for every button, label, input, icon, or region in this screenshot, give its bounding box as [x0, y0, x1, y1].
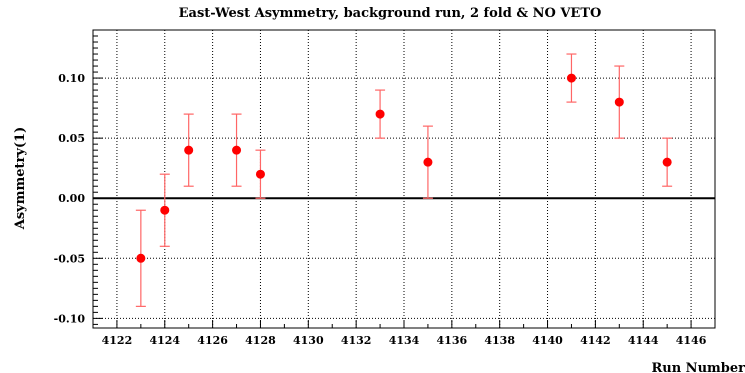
grid-lines	[93, 30, 715, 328]
x-tick-label: 4124	[149, 334, 180, 347]
x-tick-label: 4130	[293, 334, 324, 347]
y-axis-label: Asymmetry(1)	[13, 127, 28, 231]
point-marker	[375, 109, 385, 119]
point-marker	[184, 145, 194, 155]
y-tick-label: 0.05	[58, 132, 85, 145]
x-tick-label: 4142	[580, 334, 611, 347]
data-point	[662, 137, 673, 187]
data-point	[422, 125, 433, 199]
y-tick-label: 0.10	[58, 72, 85, 85]
data-point	[231, 113, 242, 187]
data-point	[566, 53, 577, 103]
point-marker	[160, 205, 170, 215]
x-axis-label: Run Number	[651, 361, 745, 373]
data-points	[135, 53, 673, 307]
point-marker	[662, 157, 672, 167]
x-tick-label: 4136	[437, 334, 468, 347]
x-tick-label: 4122	[102, 334, 133, 347]
data-point	[183, 113, 194, 187]
x-tick-label: 4144	[628, 334, 659, 347]
x-tick-label: 4140	[532, 334, 563, 347]
point-marker	[566, 73, 576, 83]
data-point	[614, 65, 625, 139]
y-tick-label: 0.00	[58, 192, 85, 205]
data-point	[255, 149, 266, 199]
point-marker	[255, 169, 265, 179]
plot-frame	[92, 29, 716, 329]
y-tick-label: -0.10	[54, 312, 86, 325]
data-point	[135, 209, 146, 307]
chart-title: East-West Asymmetry, background run, 2 f…	[179, 6, 602, 21]
x-tick-label: 4126	[197, 334, 228, 347]
point-marker	[614, 97, 624, 107]
y-tick-label: -0.05	[54, 252, 85, 265]
data-point	[159, 173, 170, 247]
axes: 4122 4124 4126 4128 4130 4132 4134 4136 4138 4140…	[54, 29, 716, 347]
point-marker	[232, 145, 242, 155]
point-marker	[136, 253, 146, 263]
data-point	[375, 89, 386, 139]
x-tick-label: 4128	[245, 334, 276, 347]
point-marker	[423, 157, 433, 167]
x-tick-label: 4138	[484, 334, 515, 347]
x-tick-label: 4134	[389, 334, 420, 347]
x-tick-label: 4146	[676, 334, 707, 347]
x-tick-label: 4132	[341, 334, 372, 347]
